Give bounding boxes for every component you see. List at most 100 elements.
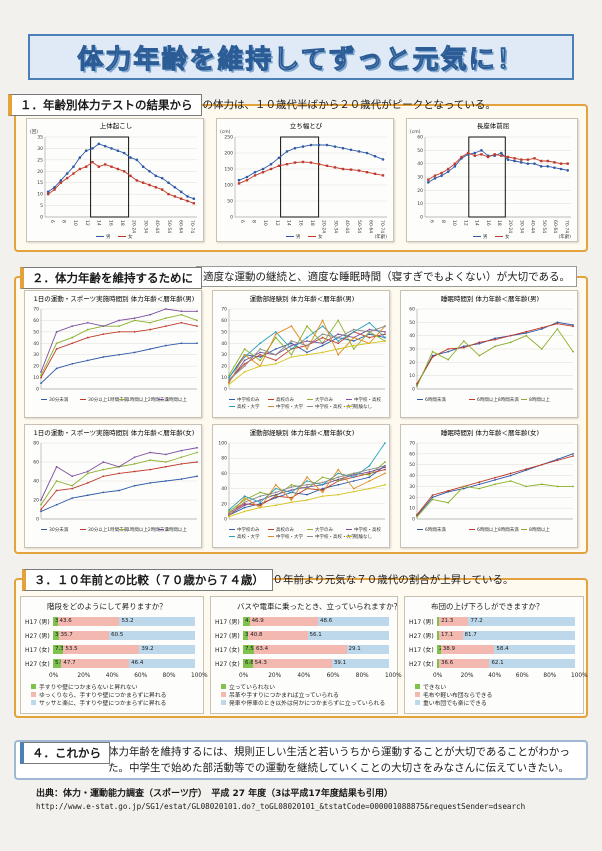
data-point: [352, 348, 355, 350]
data-point: [321, 483, 324, 486]
data-point: [384, 336, 386, 339]
data-point: [228, 515, 230, 518]
data-point: [180, 321, 183, 324]
data-point: [572, 485, 574, 488]
legend-label: 8時間以上: [529, 526, 550, 533]
data-point: [368, 470, 371, 473]
legend-item: 吊革や手すりにつかまれば立っていられる: [221, 690, 339, 699]
data-point: [259, 501, 262, 504]
data-point: [274, 504, 277, 507]
legend-label: 中学校・高校: [354, 526, 381, 533]
data-point-male: [500, 151, 503, 155]
y-tick-label: 0: [224, 387, 227, 393]
data-point-male: [357, 150, 361, 153]
legend-label: 高校のみ: [276, 396, 294, 403]
y-tick-label: 5: [40, 203, 43, 209]
bar-segment: 40.8: [248, 631, 308, 640]
data-point: [352, 476, 355, 479]
data-point: [431, 494, 434, 497]
data-point: [118, 325, 120, 328]
data-point: [71, 487, 74, 490]
x-tick-label: 40-44: [530, 220, 536, 233]
y-tick-label: 250: [224, 135, 233, 141]
y-tick-label: 40: [409, 473, 415, 479]
source-url-link[interactable]: http://www.e-stat.go.jp/SG1/estat/GL0802…: [36, 802, 526, 811]
data-point: [133, 470, 136, 473]
data-point: [509, 341, 512, 344]
data-point: [556, 459, 559, 462]
data-point: [352, 330, 355, 333]
data-point: [149, 468, 152, 471]
y-tick-label: 50: [409, 462, 415, 468]
bar-segment: 48.6: [318, 617, 389, 626]
data-point-male: [269, 162, 273, 166]
y-tick-label: 40: [221, 341, 227, 347]
data-point-female: [269, 167, 273, 171]
data-point: [118, 330, 120, 333]
data-point-female: [103, 163, 107, 166]
data-point: [243, 506, 246, 509]
y-tick-label: 25: [37, 157, 43, 163]
legend-item: 重い布団でも楽にできる: [415, 698, 487, 707]
data-point: [556, 328, 559, 330]
x-tick-label: 8: [251, 220, 257, 223]
data-point-female: [91, 160, 94, 164]
bar-segment: 17.1: [439, 631, 463, 640]
data-point: [321, 491, 324, 494]
data-point-male: [473, 151, 477, 155]
y-tick-label: 40: [409, 333, 415, 339]
chart-club-experience-male: 運動部経験別 体力年齢＜暦年齢(男) 0 10 20 30 40 50 60 70 中学校のみ 高校…: [212, 290, 390, 418]
data-point: [164, 453, 167, 456]
data-point: [243, 356, 246, 358]
data-point-male: [261, 167, 265, 171]
x-tick-label: 30-34: [518, 220, 524, 233]
data-point-male: [317, 143, 321, 147]
data-point-female: [566, 162, 569, 165]
legend-item: サッサと楽に、手すりや壁につかまらずに昇れる: [31, 698, 166, 707]
y-tick-label: 50: [227, 199, 233, 205]
data-point-female: [357, 169, 361, 172]
data-point: [290, 342, 293, 345]
chart-sit-reach: 長座体前屈 (cm) 0 10 20 30 40 50 60 6 8 10 12 14 16 18 20-24 3…: [406, 118, 578, 242]
data-point: [164, 325, 167, 328]
y-tick-label: 60: [409, 307, 415, 313]
data-point-male: [566, 169, 569, 172]
data-point-female: [373, 172, 377, 175]
data-point-female: [533, 157, 536, 160]
bar-segment: 47.7: [61, 659, 130, 668]
y-tick-label: 50: [417, 148, 423, 154]
bar-track: 3.935.760.5: [53, 631, 195, 640]
bar-chart-standing: バスや電車に乗ったとき、立っていられますか？ H17 (男)4.546.948.6…: [210, 596, 402, 714]
legend-label: 2時間以上: [166, 526, 187, 533]
data-point: [352, 336, 355, 339]
data-point-female: [141, 181, 145, 184]
data-point: [259, 502, 262, 505]
data-point: [259, 499, 262, 501]
data-point: [274, 333, 277, 336]
data-point: [133, 317, 136, 320]
data-point-male: [91, 147, 94, 150]
bar-axis-label: 60%: [134, 673, 148, 679]
data-point-female: [500, 154, 503, 157]
data-point: [228, 383, 230, 386]
data-point-female: [154, 186, 158, 189]
bar-row-label: H27 (男): [25, 633, 50, 640]
data-point: [321, 489, 324, 492]
data-point: [321, 319, 324, 322]
data-point: [447, 489, 450, 492]
data-point: [86, 482, 89, 484]
chart-title: 睡眠時間別 体力年齢＜暦年齢(女): [441, 428, 539, 437]
data-point: [180, 456, 183, 459]
data-point: [368, 468, 371, 471]
data-point-female: [72, 172, 75, 175]
data-point-male: [186, 195, 189, 198]
legend-swatch: [221, 700, 226, 705]
bar-track: 3.243.653.2: [53, 617, 195, 626]
data-point: [243, 510, 246, 513]
x-tick-label: 14: [96, 220, 102, 226]
bar-row: H27 (女): [25, 659, 53, 668]
data-point-male: [309, 143, 313, 147]
x-tick-label: 70-74: [379, 220, 385, 233]
data-point-male: [253, 170, 257, 174]
legend-swatch: [221, 684, 226, 689]
